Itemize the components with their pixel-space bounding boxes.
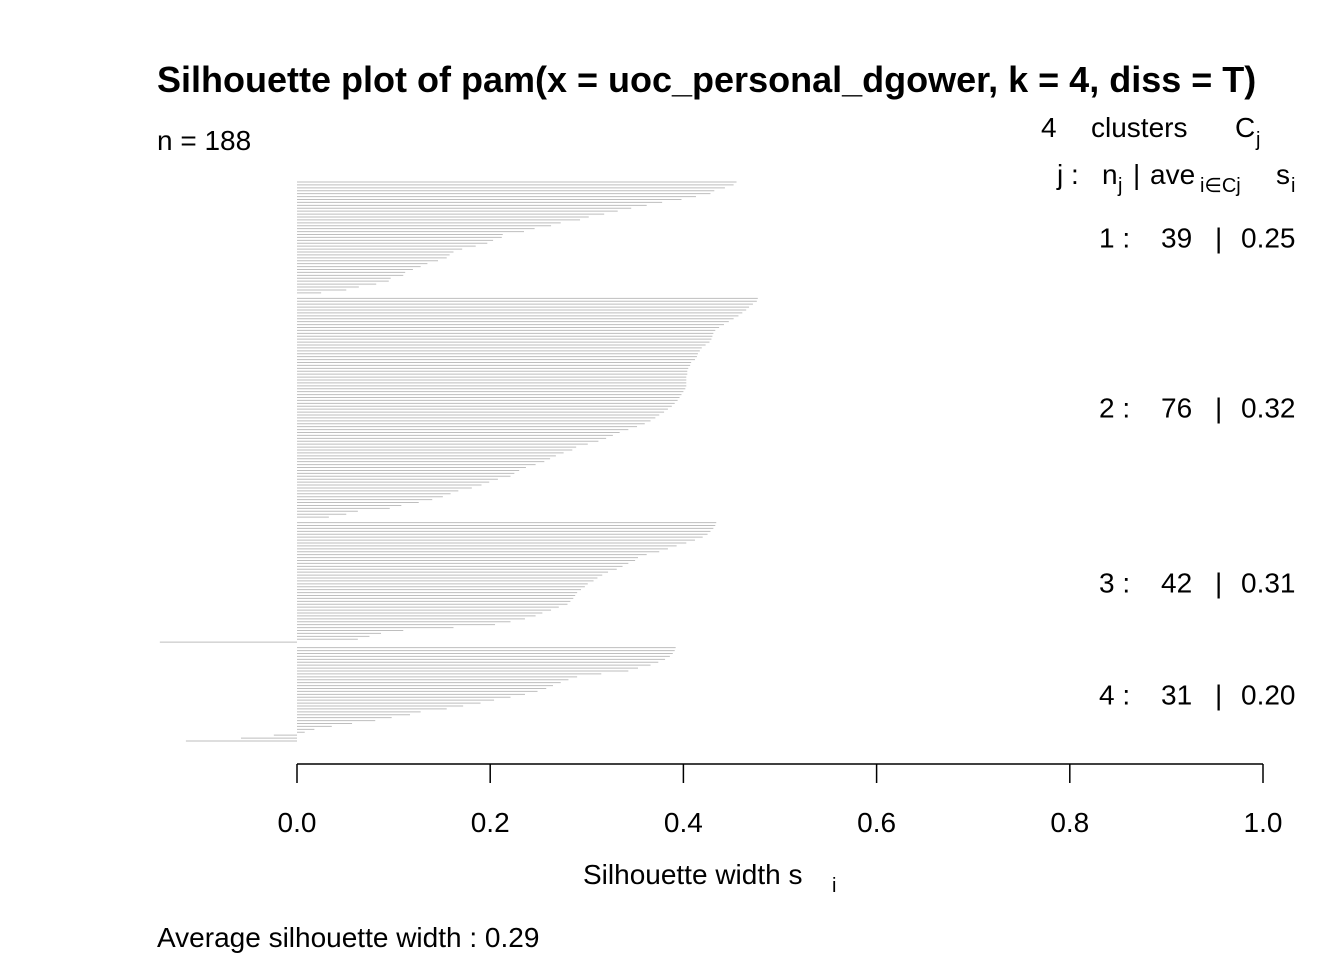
cluster-label-id-1: 1 : [1099, 222, 1130, 253]
cluster-average-width-3: 0.31 [1241, 567, 1296, 598]
legend-n-label: n [1102, 159, 1118, 190]
cluster-labels: 1 : 39 | 0.25 2 : 76 | 0.32 3 : 42 | 0.31 4 : 31 | 0.20 [1099, 222, 1296, 710]
cluster-size-2: 76 [1161, 393, 1192, 424]
legend-cluster-symbol-subscript: j [1255, 129, 1260, 151]
x-tick-label-3: 0.6 [857, 807, 896, 838]
x-axis-label: Silhouette width s [583, 859, 802, 890]
legend-s-label: s [1276, 159, 1290, 190]
cluster-average-width-1: 0.25 [1241, 222, 1296, 253]
x-tick-label-0: 0.0 [278, 807, 317, 838]
legend-ave-label: ave [1150, 159, 1195, 190]
legend-j-label: j : [1056, 159, 1079, 190]
cluster-size-4: 31 [1161, 679, 1192, 710]
legend-clusters-word: clusters [1091, 112, 1187, 143]
cluster-separator-3: | [1215, 567, 1222, 598]
legend-separator: | [1133, 159, 1140, 190]
legend-cluster-count: 4 [1041, 112, 1057, 143]
legend-ave-subscript: i∈Cj [1200, 175, 1241, 197]
x-tick-label-5: 1.0 [1244, 807, 1283, 838]
cluster-average-width-2: 0.32 [1241, 393, 1296, 424]
sample-size-label: n = 188 [157, 125, 251, 156]
x-tick-label-2: 0.4 [664, 807, 703, 838]
cluster-separator-4: | [1215, 679, 1222, 710]
legend-cluster-symbol: C [1235, 112, 1255, 143]
x-axis-label-subscript: i [832, 875, 836, 897]
cluster-label-id-4: 4 : [1099, 679, 1130, 710]
cluster-label-id-2: 2 : [1099, 393, 1130, 424]
legend-n-subscript: j [1117, 175, 1122, 197]
cluster-separator-2: | [1215, 393, 1222, 424]
cluster-label-id-3: 3 : [1099, 567, 1130, 598]
cluster-separator-1: | [1215, 222, 1222, 253]
legend-s-subscript: i [1291, 175, 1295, 197]
cluster-average-width-4: 0.20 [1241, 679, 1296, 710]
average-silhouette-width: Average silhouette width : 0.29 [157, 922, 539, 953]
chart-title: Silhouette plot of pam(x = uoc_personal_… [157, 59, 1256, 100]
x-axis: 0.0 0.2 0.4 0.6 0.8 1.0 [278, 763, 1283, 838]
cluster-size-3: 42 [1161, 567, 1192, 598]
x-tick-label-1: 0.2 [471, 807, 510, 838]
silhouette-bars [159, 181, 758, 742]
x-tick-label-4: 0.8 [1050, 807, 1089, 838]
cluster-size-1: 39 [1161, 222, 1192, 253]
